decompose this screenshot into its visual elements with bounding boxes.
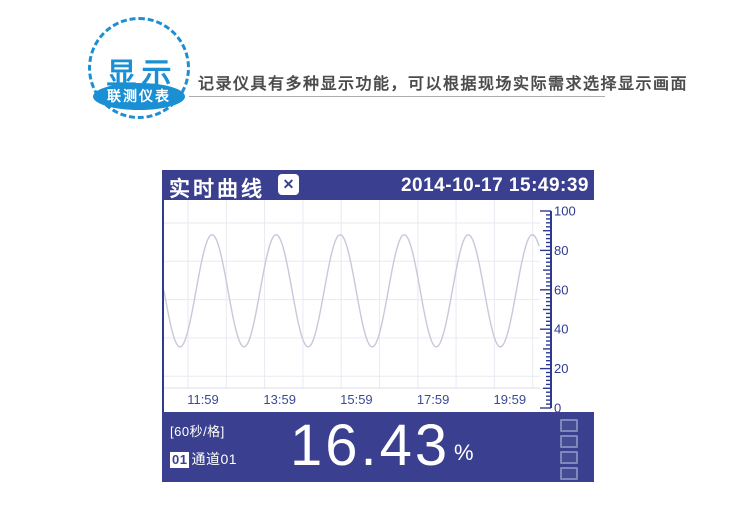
status-bar: [60秒/格] 01 通道01 16.43 % — [162, 412, 594, 482]
svg-text:0: 0 — [554, 401, 561, 413]
intro-underline — [189, 96, 605, 97]
trend-plot: 11:59 13:59 15:59 17:59 19:59 — [162, 200, 540, 412]
close-icon: ✕ — [282, 176, 295, 192]
current-value: 16.43 — [290, 413, 451, 478]
indicator-squares — [560, 419, 578, 480]
channel-row: 01 通道01 — [170, 449, 237, 469]
svg-text:15:59: 15:59 — [340, 392, 373, 407]
indicator-square — [560, 467, 578, 480]
svg-text:19:59: 19:59 — [494, 392, 527, 407]
brand-ribbon: 联测仪表 — [93, 83, 185, 110]
svg-text:80: 80 — [554, 243, 568, 258]
value-unit: % — [454, 440, 474, 465]
interval-label: [60秒/格] — [170, 424, 225, 439]
close-button[interactable]: ✕ — [278, 174, 299, 195]
indicator-square — [560, 451, 578, 464]
svg-text:13:59: 13:59 — [263, 392, 296, 407]
svg-text:11:59: 11:59 — [187, 392, 219, 407]
chart-area: 11:59 13:59 15:59 17:59 19:59 0 20 40 60 80 100 — [162, 200, 594, 412]
indicator-square — [560, 419, 578, 432]
screen-title: 实时曲线 — [169, 178, 265, 201]
svg-text:100: 100 — [554, 204, 576, 219]
recorder-screen: 实时曲线 ✕ 2014-10-17 15:49:39 11:59 13:59 15:… — [162, 170, 594, 482]
y-axis-ruler: 0 20 40 60 80 100 — [540, 204, 576, 413]
svg-text:60: 60 — [554, 282, 568, 297]
intro-text: 记录仪具有多种显示功能，可以根据现场实际需求选择显示画面 — [198, 76, 689, 93]
datetime: 2014-10-17 15:49:39 — [400, 175, 589, 196]
indicator-square — [560, 435, 578, 448]
svg-text:17:59: 17:59 — [417, 392, 450, 407]
channel-info: [60秒/格] 01 通道01 — [170, 421, 237, 469]
channel-name: 通道01 — [191, 451, 238, 467]
titlebar: 实时曲线 ✕ 2014-10-17 15:49:39 — [162, 170, 594, 201]
svg-text:40: 40 — [554, 322, 568, 337]
svg-text:20: 20 — [554, 361, 568, 376]
channel-number-badge: 01 — [170, 452, 190, 468]
